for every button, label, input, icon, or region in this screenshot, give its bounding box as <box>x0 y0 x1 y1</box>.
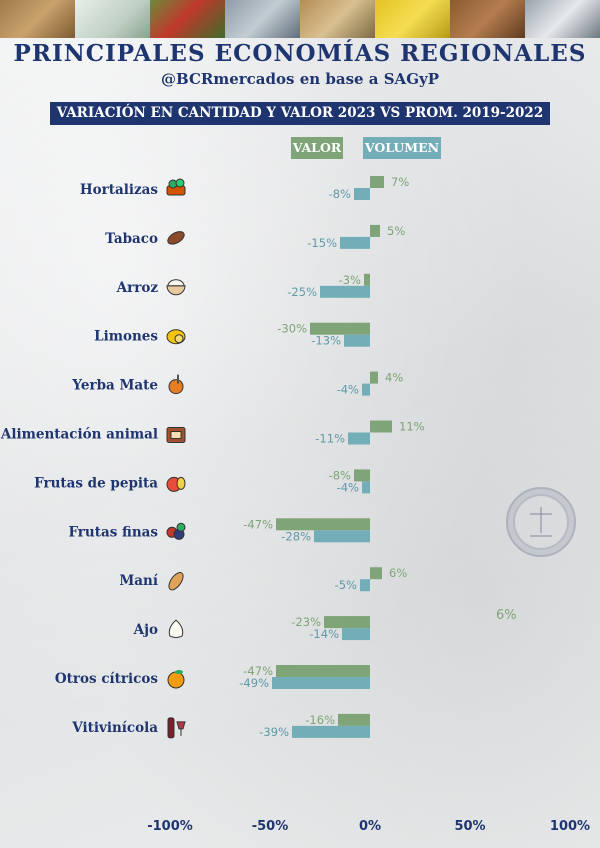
data-label-volumen: -4% <box>337 383 359 397</box>
bar-valor <box>276 518 370 531</box>
chart-banner: VARIACIÓN EN CANTIDAD Y VALOR 2023 VS PR… <box>50 102 550 125</box>
photo-grains <box>300 0 375 38</box>
garlic-icon <box>168 619 184 639</box>
bcr-seal-stamp <box>506 487 576 557</box>
category-label: Vitivinícola <box>71 720 158 736</box>
bar-volumen <box>362 383 370 396</box>
photo-milk <box>75 0 150 38</box>
data-label-valor: -8% <box>329 468 351 482</box>
data-label-valor: 7% <box>391 175 409 189</box>
bar-volumen <box>340 236 370 249</box>
page-title: PRINCIPALES ECONOMÍAS REGIONALES <box>13 40 587 67</box>
data-label-volumen: -49% <box>239 676 269 690</box>
peanut-icon <box>168 572 184 591</box>
legend-volumen: VOLUMEN <box>363 137 441 159</box>
photo-vegetables <box>150 0 225 38</box>
photo-cotton <box>525 0 600 38</box>
data-label-valor: 11% <box>399 420 425 434</box>
photo-fish <box>225 0 300 38</box>
bar-valor <box>370 567 382 580</box>
vegetables-icon <box>166 178 186 196</box>
bar-valor <box>338 713 370 726</box>
bar-volumen <box>360 579 370 592</box>
stray-annotation: 6% <box>496 608 517 623</box>
data-label-volumen: -13% <box>311 334 341 348</box>
data-label-volumen: -28% <box>281 529 311 543</box>
category-label: Otros cítricos <box>55 671 158 687</box>
tobacco-leaf-icon <box>167 231 185 245</box>
photo-wood <box>450 0 525 38</box>
data-label-valor: -30% <box>277 322 307 336</box>
bar-valor <box>370 420 392 433</box>
bar-valor <box>370 224 380 237</box>
category-label: Tabaco <box>105 231 158 247</box>
data-label-volumen: -11% <box>315 432 345 446</box>
category-label: Yerba Mate <box>71 378 158 394</box>
photo-nuts <box>0 0 75 38</box>
data-label-volumen: -14% <box>309 627 339 641</box>
x-tick-label: 50% <box>454 819 485 834</box>
category-label: Maní <box>119 573 159 589</box>
berries-icon <box>166 522 186 540</box>
category-label: Arroz <box>116 280 159 296</box>
data-label-valor: -47% <box>243 664 273 678</box>
data-label-valor: -16% <box>305 713 335 727</box>
data-label-valor: -47% <box>243 517 273 531</box>
category-label: Frutas finas <box>68 524 158 540</box>
animal-feed-icon <box>166 427 186 443</box>
bar-volumen <box>314 530 370 543</box>
bar-valor <box>310 322 370 335</box>
data-label-valor: -3% <box>339 273 361 287</box>
category-label: Limones <box>94 329 158 345</box>
page-subtitle: @BCRmercados en base a SAGyP <box>161 70 439 88</box>
bar-volumen <box>348 432 370 445</box>
x-tick-label: 0% <box>359 819 381 834</box>
bar-valor <box>370 371 378 384</box>
orange-icon <box>167 670 185 689</box>
x-tick-label: -100% <box>147 819 193 834</box>
bar-volumen <box>320 285 370 298</box>
bar-valor <box>364 273 370 286</box>
bar-valor <box>354 469 370 482</box>
bar-volumen <box>342 628 370 641</box>
category-label: Alimentación animal <box>0 427 158 443</box>
bar-volumen <box>344 334 370 347</box>
data-label-valor: -23% <box>291 615 321 629</box>
category-label: Hortalizas <box>80 182 159 198</box>
x-tick-label: -50% <box>252 819 289 834</box>
data-label-valor: 5% <box>387 224 405 238</box>
lemon-icon <box>166 329 186 345</box>
data-label-volumen: -15% <box>307 236 337 250</box>
scales-icon <box>530 507 552 537</box>
data-label-valor: 6% <box>389 566 407 580</box>
header-photo-strip <box>0 0 600 38</box>
data-label-valor: 4% <box>385 371 403 385</box>
legend-valor: VALOR <box>291 137 343 159</box>
data-label-volumen: -8% <box>329 187 351 201</box>
rice-bowl-icon <box>166 279 186 296</box>
bar-valor <box>276 665 370 677</box>
apple-pear-icon <box>166 476 186 492</box>
mate-gourd-icon <box>168 374 184 395</box>
bar-volumen <box>362 481 370 494</box>
bar-valor <box>324 616 370 629</box>
bar-volumen <box>272 677 370 689</box>
bar-volumen <box>354 188 370 200</box>
data-label-volumen: -4% <box>337 480 359 494</box>
x-tick-label: 100% <box>550 819 590 834</box>
data-label-volumen: -39% <box>259 725 289 739</box>
category-label: Frutas de pepita <box>34 475 158 491</box>
category-label: Ajo <box>133 622 158 638</box>
data-label-volumen: -5% <box>335 578 357 592</box>
bar-volumen <box>292 725 370 738</box>
photo-lemons <box>375 0 450 38</box>
data-label-volumen: -25% <box>287 285 317 299</box>
bar-valor <box>370 176 384 188</box>
wine-icon <box>167 717 186 739</box>
